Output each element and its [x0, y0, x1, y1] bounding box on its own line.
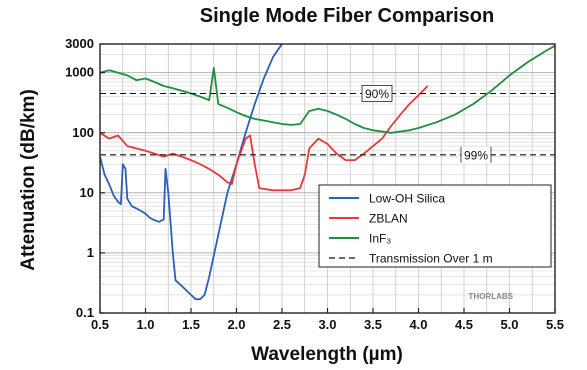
- y-axis-label: Attenuation (dB/km): [18, 89, 39, 271]
- x-tick-label: 1.0: [136, 317, 154, 332]
- legend-label: Transmission Over 1 m: [369, 252, 493, 266]
- watermark-logo: THORLABS: [469, 292, 514, 301]
- y-tick-label: 1: [87, 245, 94, 260]
- x-tick-label: 3.0: [318, 317, 336, 332]
- annotations: 90% 99%: [362, 86, 491, 163]
- y-tick-label: 3000: [65, 36, 94, 51]
- x-tick-label: 2.0: [227, 317, 245, 332]
- legend: Low-OH Silica ZBLAN InF₃ Transmission Over …: [319, 185, 551, 267]
- y-tick-label: 1000: [65, 65, 94, 80]
- chart-title: Single Mode Fiber Comparison: [200, 5, 494, 27]
- transmission-label: 90%: [365, 87, 389, 101]
- x-tick-label: 1.5: [182, 317, 200, 332]
- x-tick-label: 5.0: [500, 317, 518, 332]
- legend-label: ZBLAN: [369, 212, 408, 226]
- y-tick-label: 100: [72, 125, 94, 140]
- x-tick-label: 2.5: [273, 317, 291, 332]
- x-tick-label: 3.5: [364, 317, 382, 332]
- x-tick-label: 4.0: [409, 317, 427, 332]
- y-tick-label: 0.1: [76, 305, 94, 320]
- legend-label: Low-OH Silica: [369, 192, 445, 206]
- x-axis-label: Wavelength (µm): [251, 344, 403, 365]
- transmission-label: 99%: [464, 148, 488, 162]
- x-tick-label: 5.5: [546, 317, 564, 332]
- grid: [100, 44, 555, 313]
- y-tick-label: 10: [80, 185, 94, 200]
- legend-label: InF₃: [369, 232, 391, 246]
- x-tick-label: 4.5: [455, 317, 473, 332]
